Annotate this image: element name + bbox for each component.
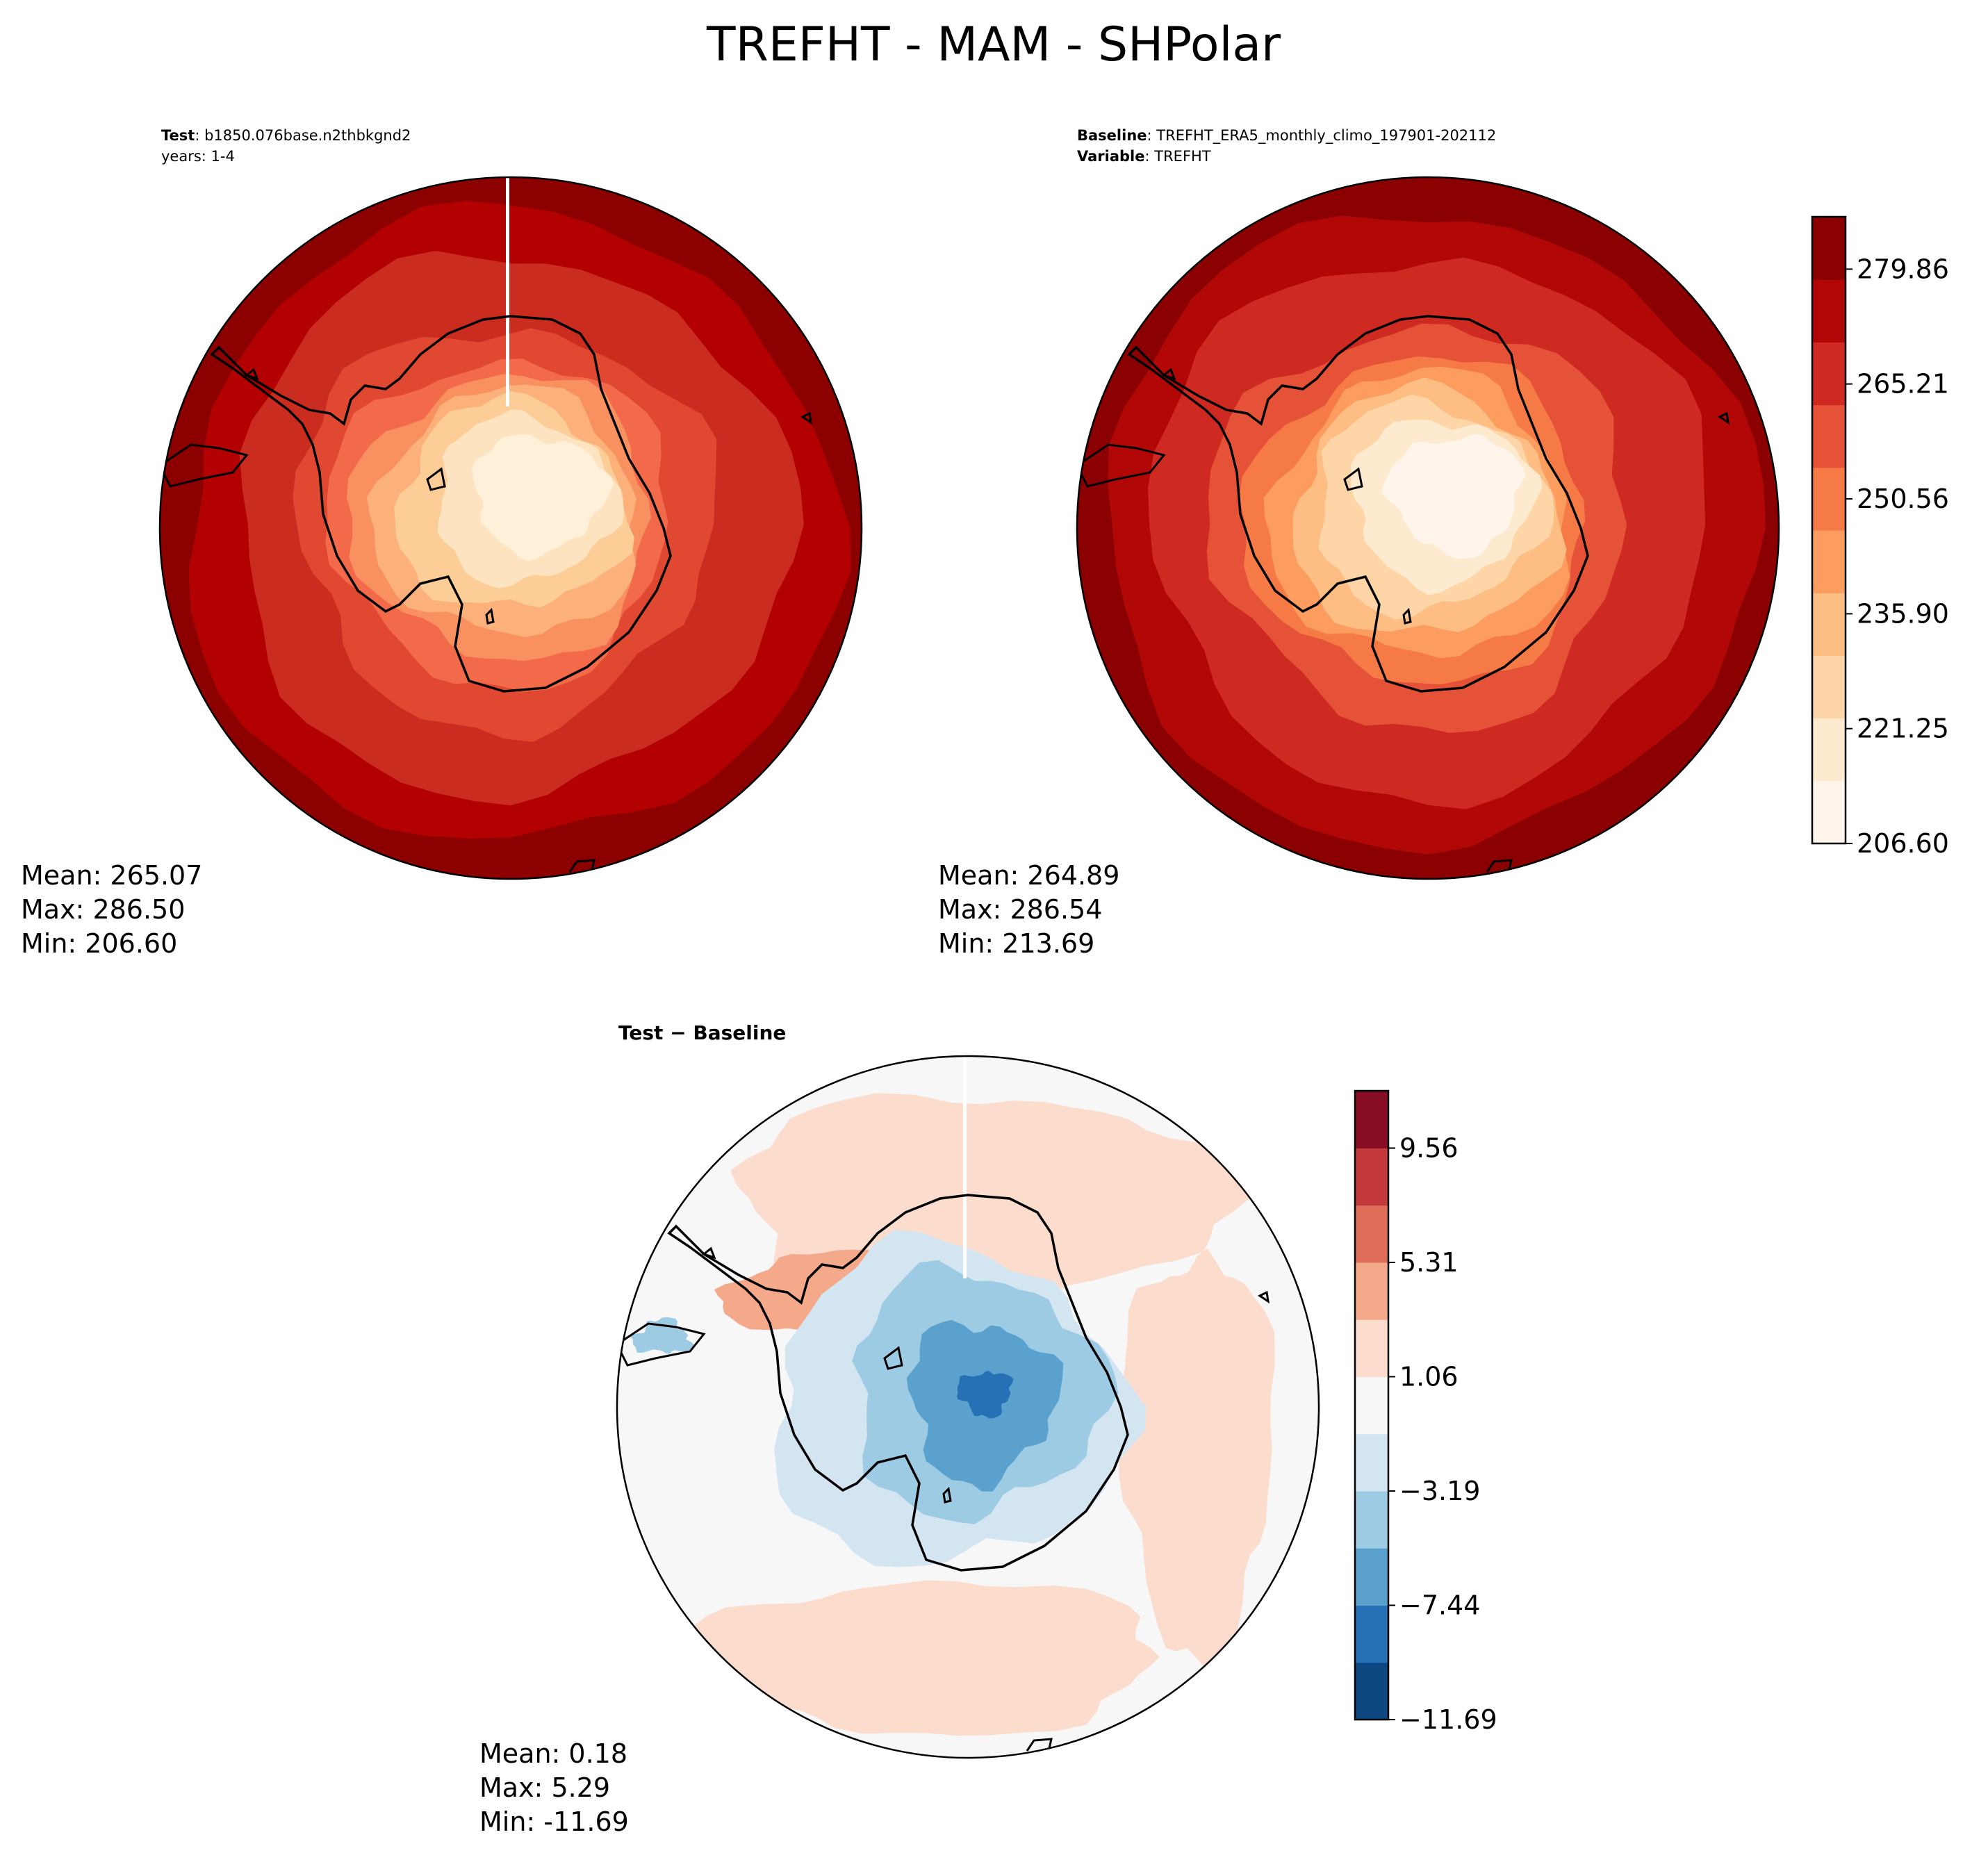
- difference-panel-title: Test − Baseline: [618, 1021, 786, 1044]
- difference-colorbar-tick-label-1: −7.44: [1399, 1590, 1480, 1620]
- baseline-colorbar-segment-5: [1812, 467, 1846, 531]
- baseline-colorbar-segment-1: [1812, 718, 1846, 782]
- test-stat-max: Max: 286.50: [21, 894, 185, 925]
- baseline-colorbar-segment-0: [1812, 780, 1846, 844]
- baseline-map-border: [1076, 176, 1780, 880]
- baseline-colorbar-tick-label-1: 221.25: [1857, 714, 1949, 744]
- baseline-panel-header-line1: Baseline: TREFHT_ERA5_monthly_climo_1979…: [1077, 127, 1496, 145]
- baseline-colorbar-segment-7: [1812, 342, 1846, 406]
- baseline-colorbar-segment-6: [1812, 404, 1846, 468]
- difference-colorbar-segment-5: [1355, 1376, 1388, 1435]
- difference-colorbar-segment-7: [1355, 1262, 1388, 1320]
- difference-panel: Test − Baseline Mean: 0.18 Max: 5.29 Min…: [479, 1021, 1497, 1837]
- diff-field-warm-east: [1118, 1248, 1275, 1672]
- test-panel-header-line1: Test: b1850.076base.n2thbkgnd2: [161, 127, 411, 144]
- baseline-colorbar: 206.60 221.25 235.90 250.56 265.21 279.86: [1811, 215, 1949, 859]
- figure-suptitle: TREFHT - MAM - SHPolar: [706, 17, 1281, 72]
- baseline-colorbar-tick-label-3: 250.56: [1857, 484, 1949, 514]
- difference-stat-max: Max: 5.29: [479, 1772, 610, 1803]
- difference-colorbar-segment-3: [1355, 1490, 1388, 1549]
- difference-colorbar-segment-9: [1355, 1148, 1388, 1206]
- baseline-stat-max: Max: 286.54: [938, 894, 1102, 925]
- difference-colorbar-segment-1: [1355, 1605, 1388, 1663]
- baseline-colorbar-tick-label-2: 235.90: [1857, 598, 1949, 629]
- test-map-missing-strip: [506, 177, 509, 406]
- test-map-coastlines: [160, 315, 813, 876]
- test-stat-min: Min: 206.60: [21, 928, 177, 959]
- difference-colorbar-tick-label-5: 9.56: [1399, 1133, 1459, 1163]
- difference-colorbar-outline: [1354, 1089, 1390, 1721]
- baseline-colorbar-tick-label-5: 279.86: [1857, 254, 1949, 284]
- difference-map-coastlines: [617, 1194, 1270, 1755]
- difference-colorbar-tick-label-4: 5.31: [1399, 1247, 1459, 1278]
- baseline-map-coastlines: [1077, 315, 1730, 876]
- difference-colorbar-segment-0: [1355, 1662, 1388, 1720]
- baseline-colorbar-tick-label-0: 206.60: [1857, 828, 1949, 859]
- difference-colorbar: −11.69 −7.44 −3.19 1.06 5.31 9.56: [1354, 1089, 1497, 1735]
- difference-colorbar-segment-6: [1355, 1319, 1388, 1377]
- diff-field-peninsula-cool: [630, 1317, 696, 1354]
- baseline-panel: Baseline: TREFHT_ERA5_monthly_climo_1979…: [938, 127, 1949, 959]
- difference-colorbar-tick-label-3: 1.06: [1399, 1361, 1459, 1392]
- baseline-colorbar-tick-label-4: 265.21: [1857, 369, 1949, 400]
- difference-stat-mean: Mean: 0.18: [479, 1738, 627, 1769]
- baseline-field-band-9: [1418, 446, 1506, 529]
- difference-map: [617, 1056, 1319, 1758]
- difference-map-missing-strip: [963, 1056, 967, 1278]
- difference-colorbar-segment-10: [1355, 1091, 1388, 1148]
- difference-colorbar-segment-8: [1355, 1205, 1388, 1263]
- baseline-colorbar-segment-2: [1812, 655, 1846, 719]
- test-panel: Test: b1850.076base.n2thbkgnd2 years: 1-…: [21, 127, 863, 959]
- test-map: [160, 177, 862, 879]
- difference-colorbar-segment-2: [1355, 1548, 1388, 1606]
- diff-field-cool-core: [957, 1371, 1014, 1419]
- difference-colorbar-tick-label-0: −11.69: [1399, 1704, 1497, 1735]
- baseline-stat-min: Min: 213.69: [938, 928, 1094, 959]
- test-panel-header-line2: years: 1-4: [161, 148, 235, 165]
- baseline-colorbar-segment-8: [1812, 279, 1846, 343]
- baseline-colorbar-segment-4: [1812, 530, 1846, 593]
- baseline-colorbar-segment-9: [1812, 217, 1846, 280]
- test-field-band-9: [502, 448, 595, 530]
- baseline-panel-header-line2: Variable: TREFHT: [1077, 148, 1211, 165]
- baseline-map: [1077, 177, 1779, 879]
- difference-colorbar-tick-label-2: −3.19: [1399, 1476, 1480, 1506]
- baseline-stat-mean: Mean: 264.89: [938, 860, 1119, 891]
- difference-map-border: [616, 1055, 1320, 1759]
- baseline-colorbar-segment-3: [1812, 593, 1846, 656]
- diff-field-warm-south: [678, 1580, 1160, 1736]
- difference-stat-min: Min: -11.69: [479, 1806, 629, 1837]
- test-map-border: [158, 176, 863, 880]
- baseline-colorbar-outline: [1811, 215, 1847, 845]
- difference-colorbar-segment-4: [1355, 1433, 1388, 1492]
- test-stat-mean: Mean: 265.07: [21, 860, 202, 891]
